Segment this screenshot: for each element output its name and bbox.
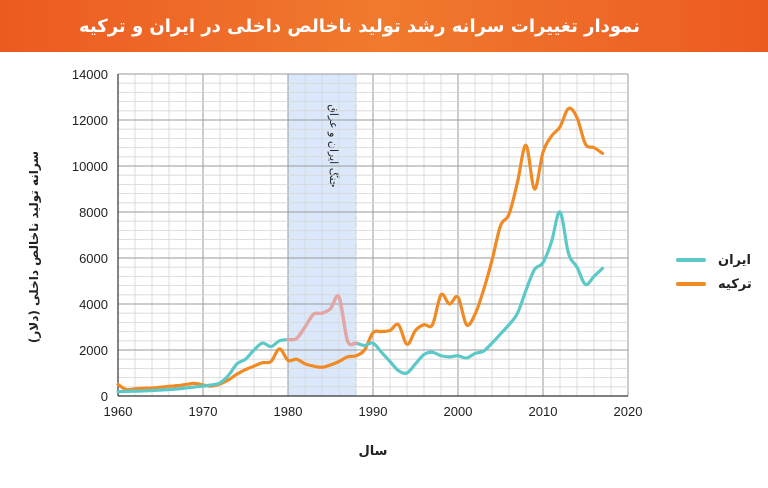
- legend-item-iran: ایران: [676, 248, 766, 272]
- y-tick-label: 14000: [72, 67, 108, 82]
- chart-area: جنگ ایران و عراق 1960 1970 1980 1990 2000 201…: [72, 67, 643, 419]
- legend: ایران ترکیه: [676, 248, 766, 296]
- y-tick-label: 4000: [79, 297, 108, 312]
- y-tick-label: 10000: [72, 159, 108, 174]
- legend-label-iran: ایران: [718, 252, 751, 268]
- tick-labels: 1960 1970 1980 1990 2000 2010 2020 0 2000 4000 600…: [72, 67, 643, 419]
- y-axis-label: سرانه تولید ناخالص داخلی (دلار): [27, 150, 41, 344]
- war-period-label: جنگ ایران و عراق: [327, 104, 340, 187]
- x-tick-label: 1960: [104, 404, 133, 419]
- x-tick-label: 1990: [359, 404, 388, 419]
- y-tick-label: 12000: [72, 113, 108, 128]
- y-tick-label: 8000: [79, 205, 108, 220]
- x-tick-label: 2020: [614, 404, 643, 419]
- x-tick-label: 2000: [444, 404, 473, 419]
- series-line-turkey: [116, 106, 605, 392]
- title-banner: نمودار تغییرات سرانه رشد تولید ناخالص دا…: [0, 0, 768, 52]
- axes: [117, 74, 628, 397]
- series-lines: [116, 106, 605, 394]
- y-tick-label: 0: [101, 389, 108, 404]
- series-line-iran-war: [286, 294, 358, 347]
- x-tick-label: 2010: [529, 404, 558, 419]
- chart-title: نمودار تغییرات سرانه رشد تولید ناخالص دا…: [78, 15, 640, 37]
- x-tick-label: 1970: [189, 404, 218, 419]
- legend-swatch-iran: [676, 258, 706, 262]
- y-tick-label: 2000: [79, 343, 108, 358]
- y-tick-label: 6000: [79, 251, 108, 266]
- series-line-iran: [116, 210, 605, 394]
- legend-label-turkey: ترکیه: [718, 276, 752, 292]
- legend-item-turkey: ترکیه: [676, 272, 766, 296]
- grid: [117, 73, 629, 397]
- x-axis-label: سال: [358, 444, 388, 459]
- legend-swatch-turkey: [676, 282, 706, 286]
- x-tick-label: 1980: [274, 404, 303, 419]
